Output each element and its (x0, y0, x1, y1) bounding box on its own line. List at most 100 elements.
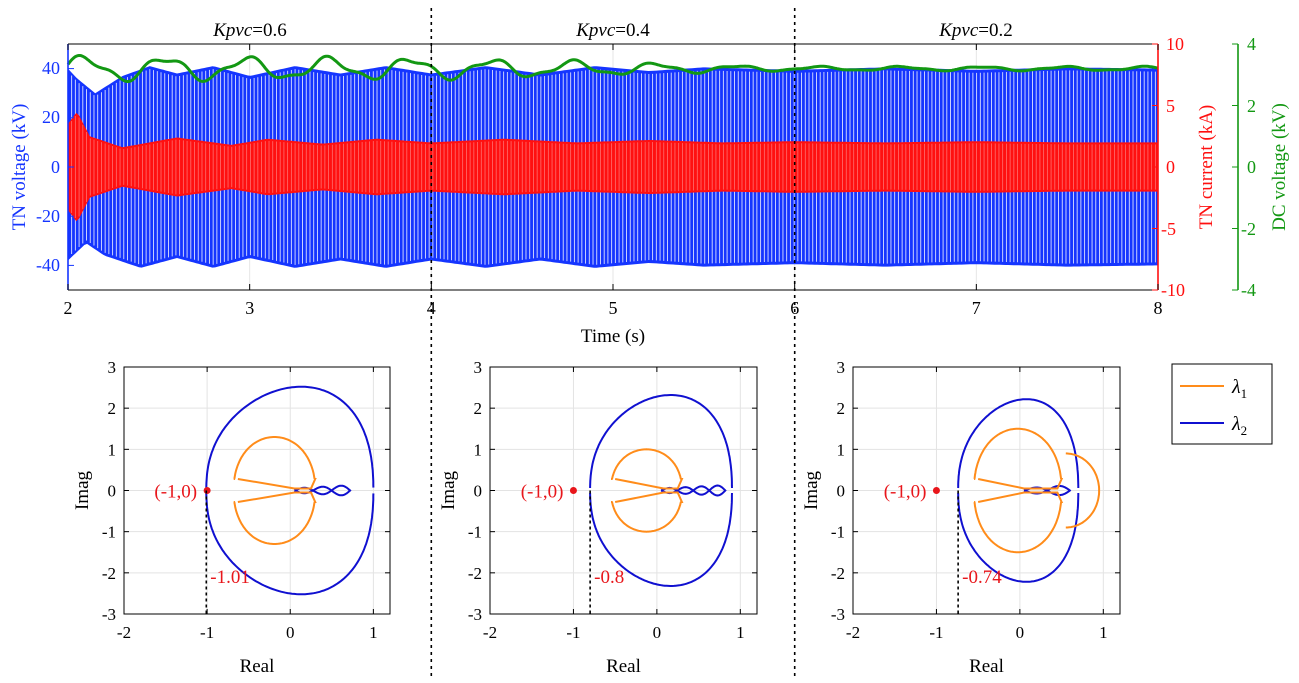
critical-point-label: (-1,0) (154, 482, 197, 503)
dc-tick-label: 0 (1247, 157, 1256, 177)
lambda1-lower-lobe (973, 491, 1064, 554)
y-tick-label: -1 (102, 523, 116, 542)
y-tick-label: -1 (831, 523, 845, 542)
lambda2-upper-lobe (957, 398, 1080, 489)
lambda1-lower-lobe (233, 491, 317, 545)
critical-point-marker (203, 487, 211, 494)
x-tick-label: 0 (286, 623, 295, 642)
x-tick-label: 1 (1099, 623, 1108, 642)
voltage-tick-label: 0 (51, 157, 60, 177)
x-tick-label: 0 (653, 623, 662, 642)
y-tick-label: 2 (837, 399, 846, 418)
current-tick-label: 10 (1166, 34, 1184, 54)
voltage-tick-label: -40 (36, 255, 60, 275)
y-tick-label: 3 (108, 358, 117, 377)
dc-voltage-series (66, 54, 1159, 83)
y-tick-label: 0 (474, 482, 483, 501)
x-tick-label: 0 (1016, 623, 1025, 642)
x-axis-title: Real (606, 656, 641, 677)
current-tick-label: 5 (1166, 96, 1175, 116)
lambda2-lower-lobe (205, 493, 375, 596)
y-tick-label: -2 (468, 564, 482, 583)
y-tick-label: -3 (831, 605, 845, 624)
y-tick-label: 1 (474, 440, 483, 459)
crossing-value-label: -0.74 (962, 567, 1002, 588)
legend-box (1171, 363, 1273, 445)
current-tick-label: -10 (1161, 280, 1185, 300)
lambda1-lower-lobe (611, 491, 684, 533)
x-tick-label: -2 (846, 623, 860, 642)
x-tick-label: -1 (566, 623, 580, 642)
y-axis-title: Imag (801, 470, 822, 510)
lambda2-lower-lobe (589, 492, 733, 587)
voltage-tick-label: -20 (36, 206, 60, 226)
legend: λ1 λ2 (1171, 363, 1273, 445)
y-tick-label: -3 (468, 605, 482, 624)
current-axis-title: TN current (kA) (1196, 105, 1217, 230)
lambda2-tail-loops (294, 484, 352, 497)
legend-label-lambda2: λ2 (1231, 413, 1247, 438)
critical-point-label: (-1,0) (521, 482, 564, 503)
x-tick-label: -1 (200, 623, 214, 642)
y-tick-label: -2 (102, 564, 116, 583)
time-plot-ticks (67, 43, 1238, 291)
voltage-tick-label: 40 (42, 58, 60, 78)
tn-current-series (68, 112, 1158, 222)
lambda2-upper-lobe (205, 385, 375, 488)
lambda2-upper-lobe (589, 394, 733, 489)
x-axis-title: Real (969, 656, 1004, 677)
dc-tick-label: 2 (1247, 96, 1256, 116)
time-axis-title: Time (s) (581, 326, 645, 347)
current-tick-label: 0 (1166, 157, 1175, 177)
x-tick-label: 1 (369, 623, 378, 642)
y-tick-label: -3 (102, 605, 116, 624)
y-tick-label: 1 (837, 440, 846, 459)
lambda1-upper-lobe (233, 436, 317, 490)
x-tick-label: 8 (1154, 298, 1163, 318)
x-axis-title: Real (240, 656, 275, 677)
segment-label-kpvc-02: Kpvc=0.2 (938, 20, 1013, 41)
y-tick-label: 2 (474, 399, 483, 418)
lambda1-upper-lobe (611, 448, 684, 490)
y-tick-label: 1 (108, 440, 117, 459)
y-axis-title: Imag (438, 470, 459, 510)
y-tick-label: 2 (108, 399, 117, 418)
lambda1-right-lobe (1065, 452, 1101, 529)
y-tick-label: 3 (837, 358, 846, 377)
tn-current-oscillation-lines (71, 115, 1156, 219)
x-tick-label: -2 (117, 623, 131, 642)
legend-label-lambda1: λ1 (1231, 376, 1247, 401)
x-tick-label: 2 (64, 298, 73, 318)
x-tick-label: 3 (245, 298, 254, 318)
voltage-tick-label: 20 (42, 107, 60, 127)
y-tick-label: 0 (837, 482, 846, 501)
x-tick-label: 7 (972, 298, 981, 318)
critical-point-marker (932, 487, 940, 494)
current-tick-label: -5 (1161, 219, 1176, 239)
lambda2-lower-lobe (957, 492, 1080, 583)
voltage-axis-title: TN voltage (kV) (9, 104, 30, 231)
dc-tick-label: -4 (1241, 280, 1256, 300)
y-tick-label: 3 (474, 358, 483, 377)
crossing-value-label: -1.01 (210, 567, 250, 588)
dc-tick-label: 4 (1247, 34, 1256, 54)
x-tick-label: 4 (427, 298, 436, 318)
critical-point-marker (569, 487, 577, 494)
time-series-plot: 2 3 4 5 6 7 8 Time (s) 40 20 0 -20 -40 T… (9, 20, 1290, 347)
x-tick-label: 5 (609, 298, 618, 318)
crossing-value-label: -0.8 (594, 567, 624, 588)
dc-tick-label: -2 (1241, 219, 1256, 239)
x-tick-label: -2 (483, 623, 497, 642)
lambda2-tail-loops (660, 484, 727, 497)
segment-label-kpvc-06: Kpvc=0.6 (212, 20, 287, 41)
y-axis-title: Imag (72, 470, 93, 510)
y-tick-label: -1 (468, 523, 482, 542)
lambda1-upper-lobe (973, 427, 1064, 490)
x-tick-label: -1 (929, 623, 943, 642)
segment-label-kpvc-04: Kpvc=0.4 (575, 20, 650, 41)
y-tick-label: 0 (108, 482, 117, 501)
